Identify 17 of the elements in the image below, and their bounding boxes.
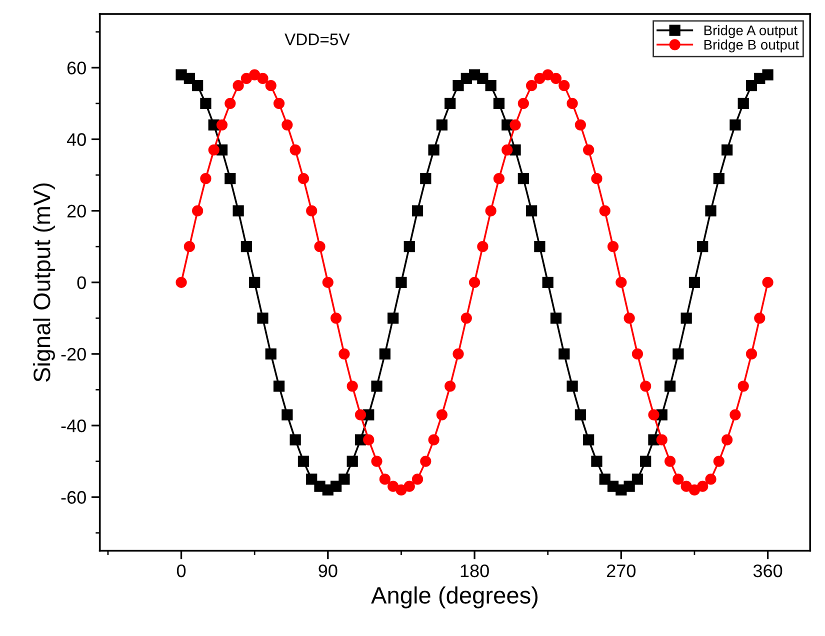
y-tick-label: 0 <box>77 276 86 290</box>
x-tick-label: 180 <box>460 564 489 578</box>
x-tick-label: 90 <box>318 564 338 578</box>
y-tick-label: 20 <box>67 204 86 218</box>
legend-label: Bridge A output <box>704 25 798 38</box>
x-axis-title: Angle (degrees) <box>371 586 538 608</box>
x-tick-label: 360 <box>753 564 782 578</box>
y-tick-label: -60 <box>61 491 86 504</box>
x-tick-label: 0 <box>176 564 186 578</box>
y-tick-label: -20 <box>61 348 86 361</box>
y-axis-title: Signal Output (mV) <box>32 183 55 382</box>
legend-label: Bridge B output <box>704 39 799 52</box>
annotation: VDD=5V <box>284 34 350 46</box>
y-tick-label: 60 <box>67 62 86 74</box>
x-tick-label: 270 <box>607 564 636 578</box>
y-tick-label: 40 <box>66 133 86 146</box>
y-tick-label: -40 <box>61 419 86 432</box>
